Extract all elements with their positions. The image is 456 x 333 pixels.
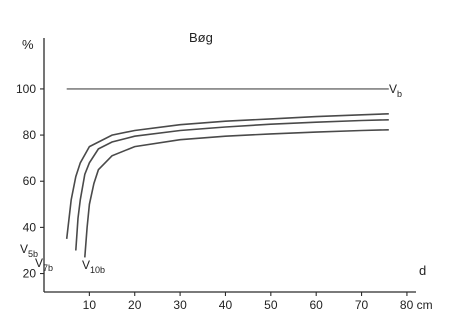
y-tick-label: 100: [16, 82, 36, 96]
series-label-vb: V: [389, 82, 397, 96]
y-tick-label: 80: [23, 128, 37, 142]
series-label-v5b: V: [20, 242, 28, 256]
x-tick-label: 70: [355, 298, 369, 312]
series-label-subscript: 5b: [28, 249, 38, 259]
series-label-subscript: b: [397, 89, 402, 99]
x-tick-label: 40: [219, 298, 233, 312]
series-label-v10b: V: [82, 258, 90, 272]
series-label-subscript: 7b: [43, 263, 53, 273]
x-tick-label: 10: [83, 298, 97, 312]
x-tick-label: 20: [128, 298, 142, 312]
ticks: 10 20 30 40 50 60 70 80 cm 20 40 60 80 100: [16, 82, 433, 312]
series-label-v7b: V: [35, 256, 43, 270]
y-axis-label: %: [22, 37, 34, 52]
x-tick-label: 60: [310, 298, 324, 312]
y-tick-label: 20: [23, 267, 37, 281]
x-tick-label: 50: [264, 298, 278, 312]
x-tick-label: 80 cm: [400, 298, 433, 312]
series-label-subscript: 10b: [90, 265, 105, 275]
y-tick-label: 60: [23, 174, 37, 188]
chart-title: Bøg: [189, 30, 213, 45]
x-axis-label: d: [419, 263, 426, 278]
x-tick-label: 30: [173, 298, 187, 312]
y-tick-label: 40: [23, 220, 37, 234]
series-line-v7b: [75, 119, 389, 251]
top-crop-fragment: [0, 0, 456, 14]
series-line-v5b: [65, 113, 389, 239]
series-line-v10b: [84, 129, 389, 258]
